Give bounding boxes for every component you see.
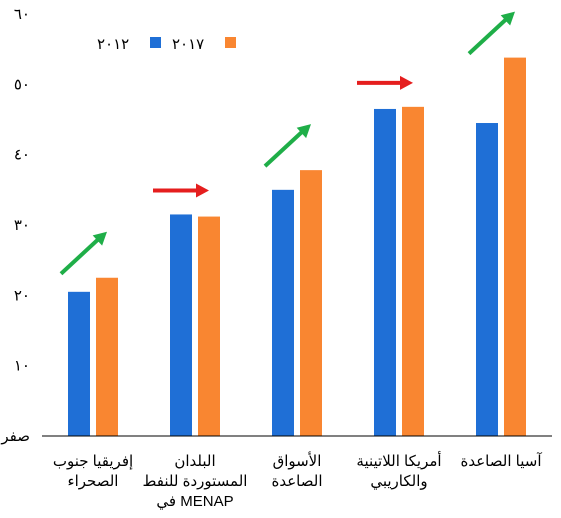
x-category-label: الصاعدة [272,473,323,490]
y-tick-label: صفر [0,428,30,445]
y-tick-label: ٦٠ [14,6,30,23]
y-tick-label: ٣٠ [14,217,30,234]
bar-series2 [96,277,118,436]
legend-label: ٢٠١٢ [97,36,129,53]
x-category-label: الصحراء [68,473,119,490]
bar-series1 [272,189,294,436]
bar-series2 [504,57,526,437]
x-category-label: في MENAP [156,493,233,511]
legend-swatch [225,37,236,48]
bar-series1 [68,291,90,436]
legend-item: ٢٠١٢ [97,36,161,53]
x-category-label: أمريكا اللاتينية [356,451,441,470]
trend-up-arrow [59,231,107,276]
trend-up-arrow [263,124,311,168]
trend-up-arrow [467,11,515,56]
y-tick-label: ٥٠ [14,76,30,93]
legend-item: ٢٠١٧ [172,36,236,53]
bar-series1 [170,214,192,436]
x-category-label: آسيا الصاعدة [461,452,543,470]
bar-series2 [402,106,424,436]
bar-series1 [476,123,498,437]
x-category-label: والكاريبي [370,473,427,491]
bar-series1 [374,108,396,436]
x-category-label: الأسواق [273,451,322,470]
x-category-label: المستوردة للنفط [143,473,248,490]
bar-series2 [198,216,220,436]
trend-flat-arrow [357,75,413,90]
y-tick-label: ١٠ [14,358,30,375]
y-tick-label: ٢٠ [14,287,30,304]
legend-swatch [150,37,161,48]
bar-series2 [300,170,322,436]
x-category-label: إفريقيا جنوب [53,453,133,470]
trend-flat-arrow [153,183,209,198]
y-tick-label: ٤٠ [14,147,30,164]
x-category-label: البلدان [174,453,215,470]
legend-label: ٢٠١٧ [172,36,204,53]
